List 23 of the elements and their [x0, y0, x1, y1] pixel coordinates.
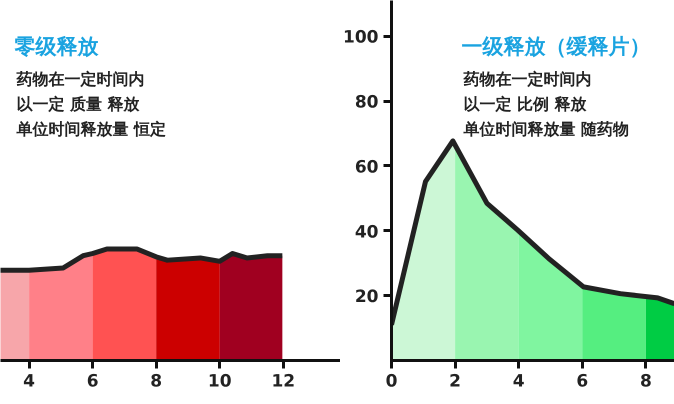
y-tick-label: 60 — [354, 157, 379, 178]
x-tick-label: 4 — [512, 372, 525, 392]
x-tick-label: 0 — [386, 372, 398, 392]
annotation: 以一定 比例 释放 — [464, 94, 588, 114]
text: 一级释放（缓释片） — [462, 34, 650, 58]
x-tick-label: 8 — [150, 372, 162, 392]
x-tick-label: 6 — [86, 372, 99, 392]
annotation: 单位时间释放量 随药物 — [462, 120, 630, 138]
y-tick-label: 100 — [343, 28, 379, 48]
x-tick-label: 4 — [23, 372, 36, 392]
x-tick-label: 12 — [271, 372, 296, 392]
x-tick-label: 6 — [576, 372, 588, 392]
x-tick-label: 2 — [449, 372, 462, 392]
x-tick-label: 8 — [640, 372, 652, 392]
x-tick-label: 10 — [208, 372, 232, 392]
annotation: 药物在一定时间内 — [462, 70, 592, 88]
chart-title: 零级释放 — [14, 34, 100, 58]
y-tick-label: 20 — [354, 287, 379, 308]
y-tick-label: 80 — [354, 92, 379, 113]
text: 以一定 质量 释放 — [16, 94, 141, 114]
text: 单位时间释放量 恒定 — [16, 120, 166, 138]
text: 药物在一定时间内 — [16, 70, 144, 88]
y-tick-label: 40 — [354, 222, 379, 242]
